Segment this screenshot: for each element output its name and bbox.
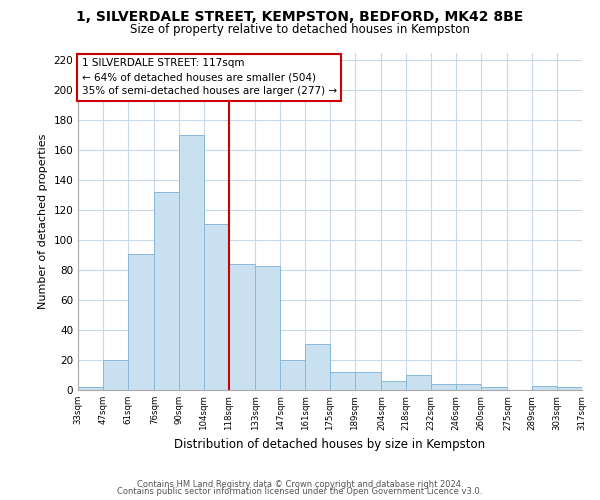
Bar <box>78 387 103 390</box>
Bar <box>103 360 128 390</box>
Bar <box>382 381 406 390</box>
Bar <box>204 224 229 390</box>
Bar <box>280 360 305 390</box>
Bar <box>431 384 456 390</box>
Bar <box>532 386 557 390</box>
Text: Contains public sector information licensed under the Open Government Licence v3: Contains public sector information licen… <box>118 487 482 496</box>
Bar <box>330 372 355 390</box>
Bar <box>355 372 382 390</box>
Bar <box>406 375 431 390</box>
X-axis label: Distribution of detached houses by size in Kempston: Distribution of detached houses by size … <box>175 438 485 451</box>
Bar <box>305 344 330 390</box>
Bar <box>481 387 508 390</box>
Text: Size of property relative to detached houses in Kempston: Size of property relative to detached ho… <box>130 22 470 36</box>
Bar <box>229 264 256 390</box>
Y-axis label: Number of detached properties: Number of detached properties <box>38 134 48 309</box>
Bar <box>256 266 280 390</box>
Text: Contains HM Land Registry data © Crown copyright and database right 2024.: Contains HM Land Registry data © Crown c… <box>137 480 463 489</box>
Bar <box>154 192 179 390</box>
Bar <box>557 387 582 390</box>
Bar <box>128 254 154 390</box>
Bar <box>456 384 481 390</box>
Text: 1, SILVERDALE STREET, KEMPSTON, BEDFORD, MK42 8BE: 1, SILVERDALE STREET, KEMPSTON, BEDFORD,… <box>76 10 524 24</box>
Bar <box>179 135 204 390</box>
Text: 1 SILVERDALE STREET: 117sqm
← 64% of detached houses are smaller (504)
35% of se: 1 SILVERDALE STREET: 117sqm ← 64% of det… <box>82 58 337 96</box>
